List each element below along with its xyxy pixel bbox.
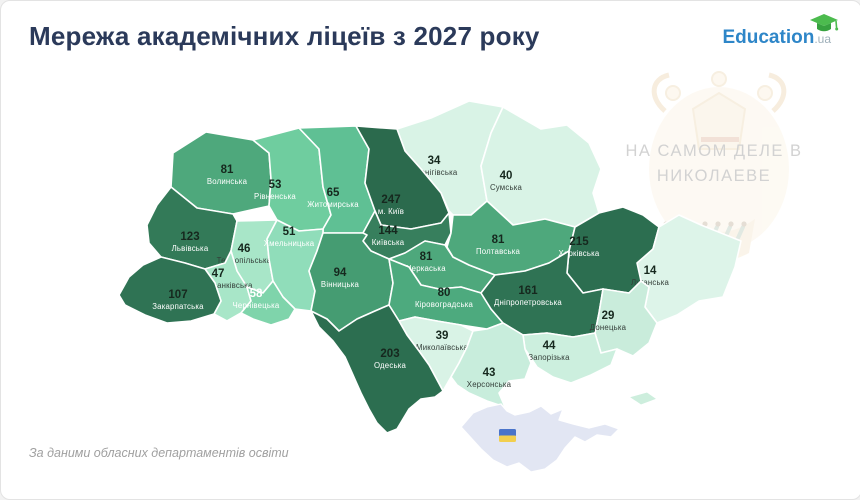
- region-value-ivano-frankivska: 47: [212, 268, 225, 280]
- region-value-odeska: 203: [380, 348, 399, 360]
- region-value-dnipropetrovska: 161: [518, 285, 538, 297]
- region-label-zakarpatska: Закарпатська: [152, 302, 204, 311]
- region-value-zhytomyrska: 65: [327, 187, 340, 199]
- region-value-khmelnytska: 51: [283, 226, 296, 238]
- region-value-kharkivska: 215: [569, 236, 589, 248]
- region-value-luhanska: 14: [644, 265, 657, 277]
- region-label-dnipropetrovska: Дніпропетровська: [494, 298, 562, 307]
- region-value-sumska: 40: [500, 170, 513, 182]
- region-shape-crimea: [460, 403, 620, 473]
- page-title: Мережа академічних ліцеїв з 2027 року: [29, 21, 540, 51]
- region-value-donetska: 29: [602, 310, 615, 322]
- graduation-cap-icon: [810, 14, 839, 32]
- region-crimea: [460, 403, 620, 473]
- region-label-volynska: Волинська: [207, 177, 248, 186]
- region-label-ivano-frankivska: Івано-Франківська: [183, 281, 253, 290]
- region-shape-zaporizka: [522, 332, 618, 384]
- region-value-khersonska: 43: [483, 367, 496, 379]
- region-value-chernivetska: 58: [250, 288, 263, 300]
- education-ua-logo[interactable]: Education.ua: [722, 14, 839, 49]
- region-value-ternopilska: 46: [238, 243, 251, 255]
- region-label-cherkaska: Черкаська: [406, 264, 446, 273]
- region-label-rivnenska: Рівненська: [254, 192, 296, 201]
- region-label-ternopilska: Тернопільська: [217, 256, 272, 265]
- watermark-line1: НА САМОМ ДЕЛЕ В: [625, 142, 803, 160]
- region-label-zhytomyrska: Житомирська: [307, 200, 359, 209]
- region-value-zakarpatska: 107: [168, 289, 187, 301]
- region-label-lvivska: Львівська: [172, 244, 209, 253]
- watermark-line2: НИКОЛАЕВЕ: [656, 166, 772, 185]
- region-shape-sumska: [480, 106, 602, 228]
- region-shape-odeska: [310, 304, 444, 434]
- region-value-volynska: 81: [221, 164, 234, 176]
- logo-brand-text: Education: [722, 27, 815, 48]
- region-label-kyiv-city: м. Київ: [378, 207, 404, 216]
- region-value-cherkaska: 81: [420, 251, 433, 263]
- region-label-odeska: Одеська: [374, 361, 407, 370]
- region-label-kirovohradska: Кіровоградська: [415, 300, 474, 309]
- data-source-note: За даними обласних департаментів освіти: [29, 446, 289, 460]
- region-value-kyivska: 144: [378, 225, 398, 237]
- region-value-zaporizka: 44: [543, 340, 556, 352]
- region-shape-zakarpatska: [118, 256, 222, 324]
- region-value-poltavska: 81: [492, 234, 505, 246]
- region-value-kyiv-city: 247: [381, 194, 400, 206]
- region-label-poltavska: Полтавська: [476, 247, 521, 256]
- region-value-mykolaivska: 39: [436, 330, 449, 342]
- region-label-donetska: Донецька: [590, 323, 627, 332]
- region-label-chernivetska: Чернівецька: [233, 301, 280, 310]
- region-value-chernihivska: 34: [428, 155, 441, 167]
- region-label-khmelnytska: Хмельницька: [264, 239, 315, 248]
- region-label-zaporizka: Запорізька: [528, 353, 570, 362]
- region-label-luhanska: Луганська: [631, 278, 670, 287]
- logo-tld-text: .ua: [814, 32, 831, 46]
- watermark-text: НА САМОМ ДЕЛЕ В НИКОЛАЕВЕ: [599, 139, 829, 189]
- region-value-rivnenska: 53: [269, 179, 282, 191]
- region-shape-chernivetska: [240, 280, 296, 326]
- region-value-vinnytska: 94: [334, 267, 347, 279]
- region-value-lvivska: 123: [180, 231, 199, 243]
- region-shape-luhanska: [636, 214, 742, 324]
- ukraine-flag-icon: [499, 429, 516, 442]
- region-label-sumska: Сумська: [490, 183, 523, 192]
- region-label-kyivska: Київська: [372, 238, 405, 247]
- region-value-kirovohradska: 80: [438, 287, 451, 299]
- region-shape-khersonska: [450, 322, 532, 408]
- region-label-khersonska: Херсонська: [467, 380, 512, 389]
- region-label-mykolaivska: Миколаївська: [416, 343, 468, 352]
- region-label-chernihivska: Чернігівська: [411, 168, 458, 177]
- region-label-kharkivska: Харківська: [559, 249, 600, 258]
- region-label-vinnytska: Вінницька: [321, 280, 360, 289]
- coastal-fragment: [627, 391, 659, 406]
